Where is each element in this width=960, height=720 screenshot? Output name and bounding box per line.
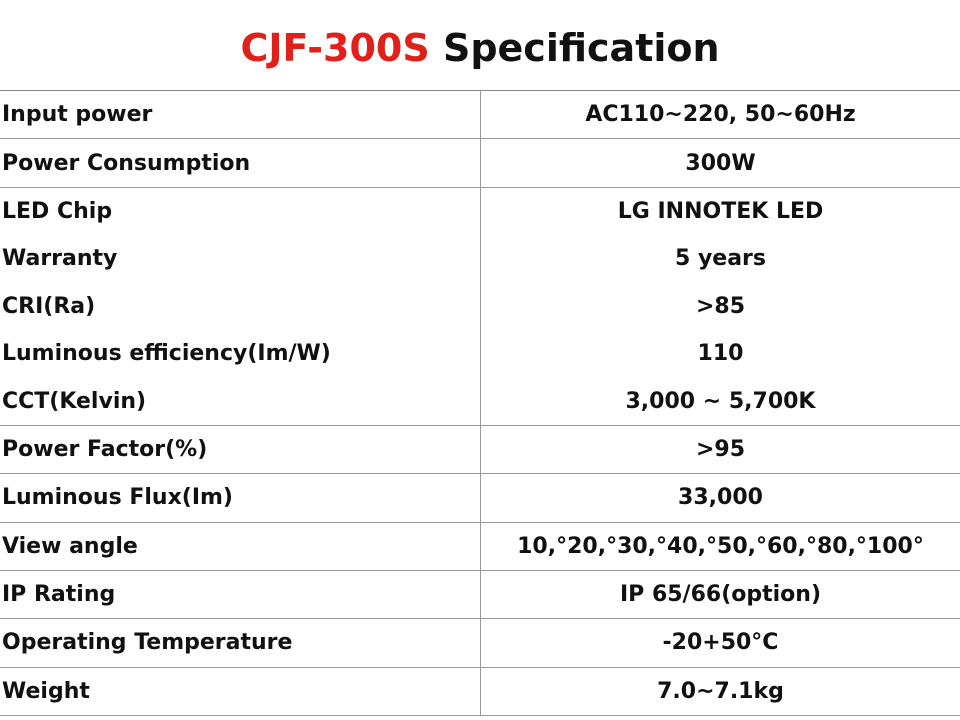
- spec-row: Power Factor(%) >95: [0, 425, 960, 475]
- spec-row: Weight 7.0~7.1kg: [0, 667, 960, 717]
- spec-row: Power Consumption 300W: [0, 138, 960, 188]
- spec-value: 5 years: [674, 246, 767, 272]
- spec-label: Luminous efficiency(Im/W): [0, 329, 481, 378]
- spec-row: CRI(Ra) >85: [0, 282, 960, 330]
- spec-label: CCT(Kelvin): [0, 377, 481, 426]
- spec-row: Luminous Flux(Im) 33,000: [0, 473, 960, 523]
- spec-value: 33,000: [480, 473, 960, 523]
- spec-label: Power Consumption: [0, 138, 481, 188]
- spec-label: Operating Temperature: [0, 618, 481, 668]
- spec-row: CCT(Kelvin) 3,000 ~ 5,700K: [0, 377, 960, 426]
- spec-value: >95: [480, 425, 960, 475]
- title: CJF-300S Specification: [0, 0, 960, 90]
- spec-label: CRI(Ra): [0, 282, 481, 330]
- spec-row: Luminous efficiency(Im/W) 110: [0, 329, 960, 378]
- spec-row: LED Chip LG INNOTEK LED: [0, 187, 960, 236]
- spec-value: 3,000 ~ 5,700K: [480, 377, 960, 426]
- spec-value: 7.0~7.1kg: [480, 667, 960, 717]
- spec-value: LG INNOTEK LED: [617, 198, 824, 224]
- spec-row: Operating Temperature -20+50°C: [0, 618, 960, 668]
- spec-label: LED Chip: [0, 187, 481, 236]
- spec-label: Warranty: [0, 235, 481, 283]
- title-text: Specification: [442, 26, 720, 70]
- spec-label: Input power: [0, 90, 481, 140]
- spec-value: IP 65/66(option): [480, 570, 960, 620]
- spec-label: Weight: [0, 667, 481, 717]
- spec-value: >85: [695, 293, 746, 319]
- title-model: CJF-300S: [240, 26, 430, 70]
- spec-label: Power Factor(%): [0, 425, 481, 475]
- spec-value: -20+50°C: [480, 618, 960, 668]
- spec-value: 300W: [480, 138, 960, 188]
- spec-row: View angle 10,°20,°30,°40,°50,°60,°80,°10…: [0, 522, 960, 571]
- spec-label: IP Rating: [0, 570, 481, 620]
- spec-row: Warranty 5 years: [0, 235, 960, 283]
- spec-row: IP Rating IP 65/66(option): [0, 570, 960, 620]
- spec-label: View angle: [0, 522, 481, 571]
- spec-table: Input power AC110~220, 50~60Hz Power Consu…: [0, 90, 960, 717]
- spec-value: 110: [697, 341, 744, 367]
- spec-value: AC110~220, 50~60Hz: [480, 90, 960, 140]
- spec-value: 10,°20,°30,°40,°50,°60,°80,°100°: [480, 522, 960, 571]
- spec-label: Luminous Flux(Im): [0, 473, 481, 523]
- spec-row: Input power AC110~220, 50~60Hz: [0, 90, 960, 140]
